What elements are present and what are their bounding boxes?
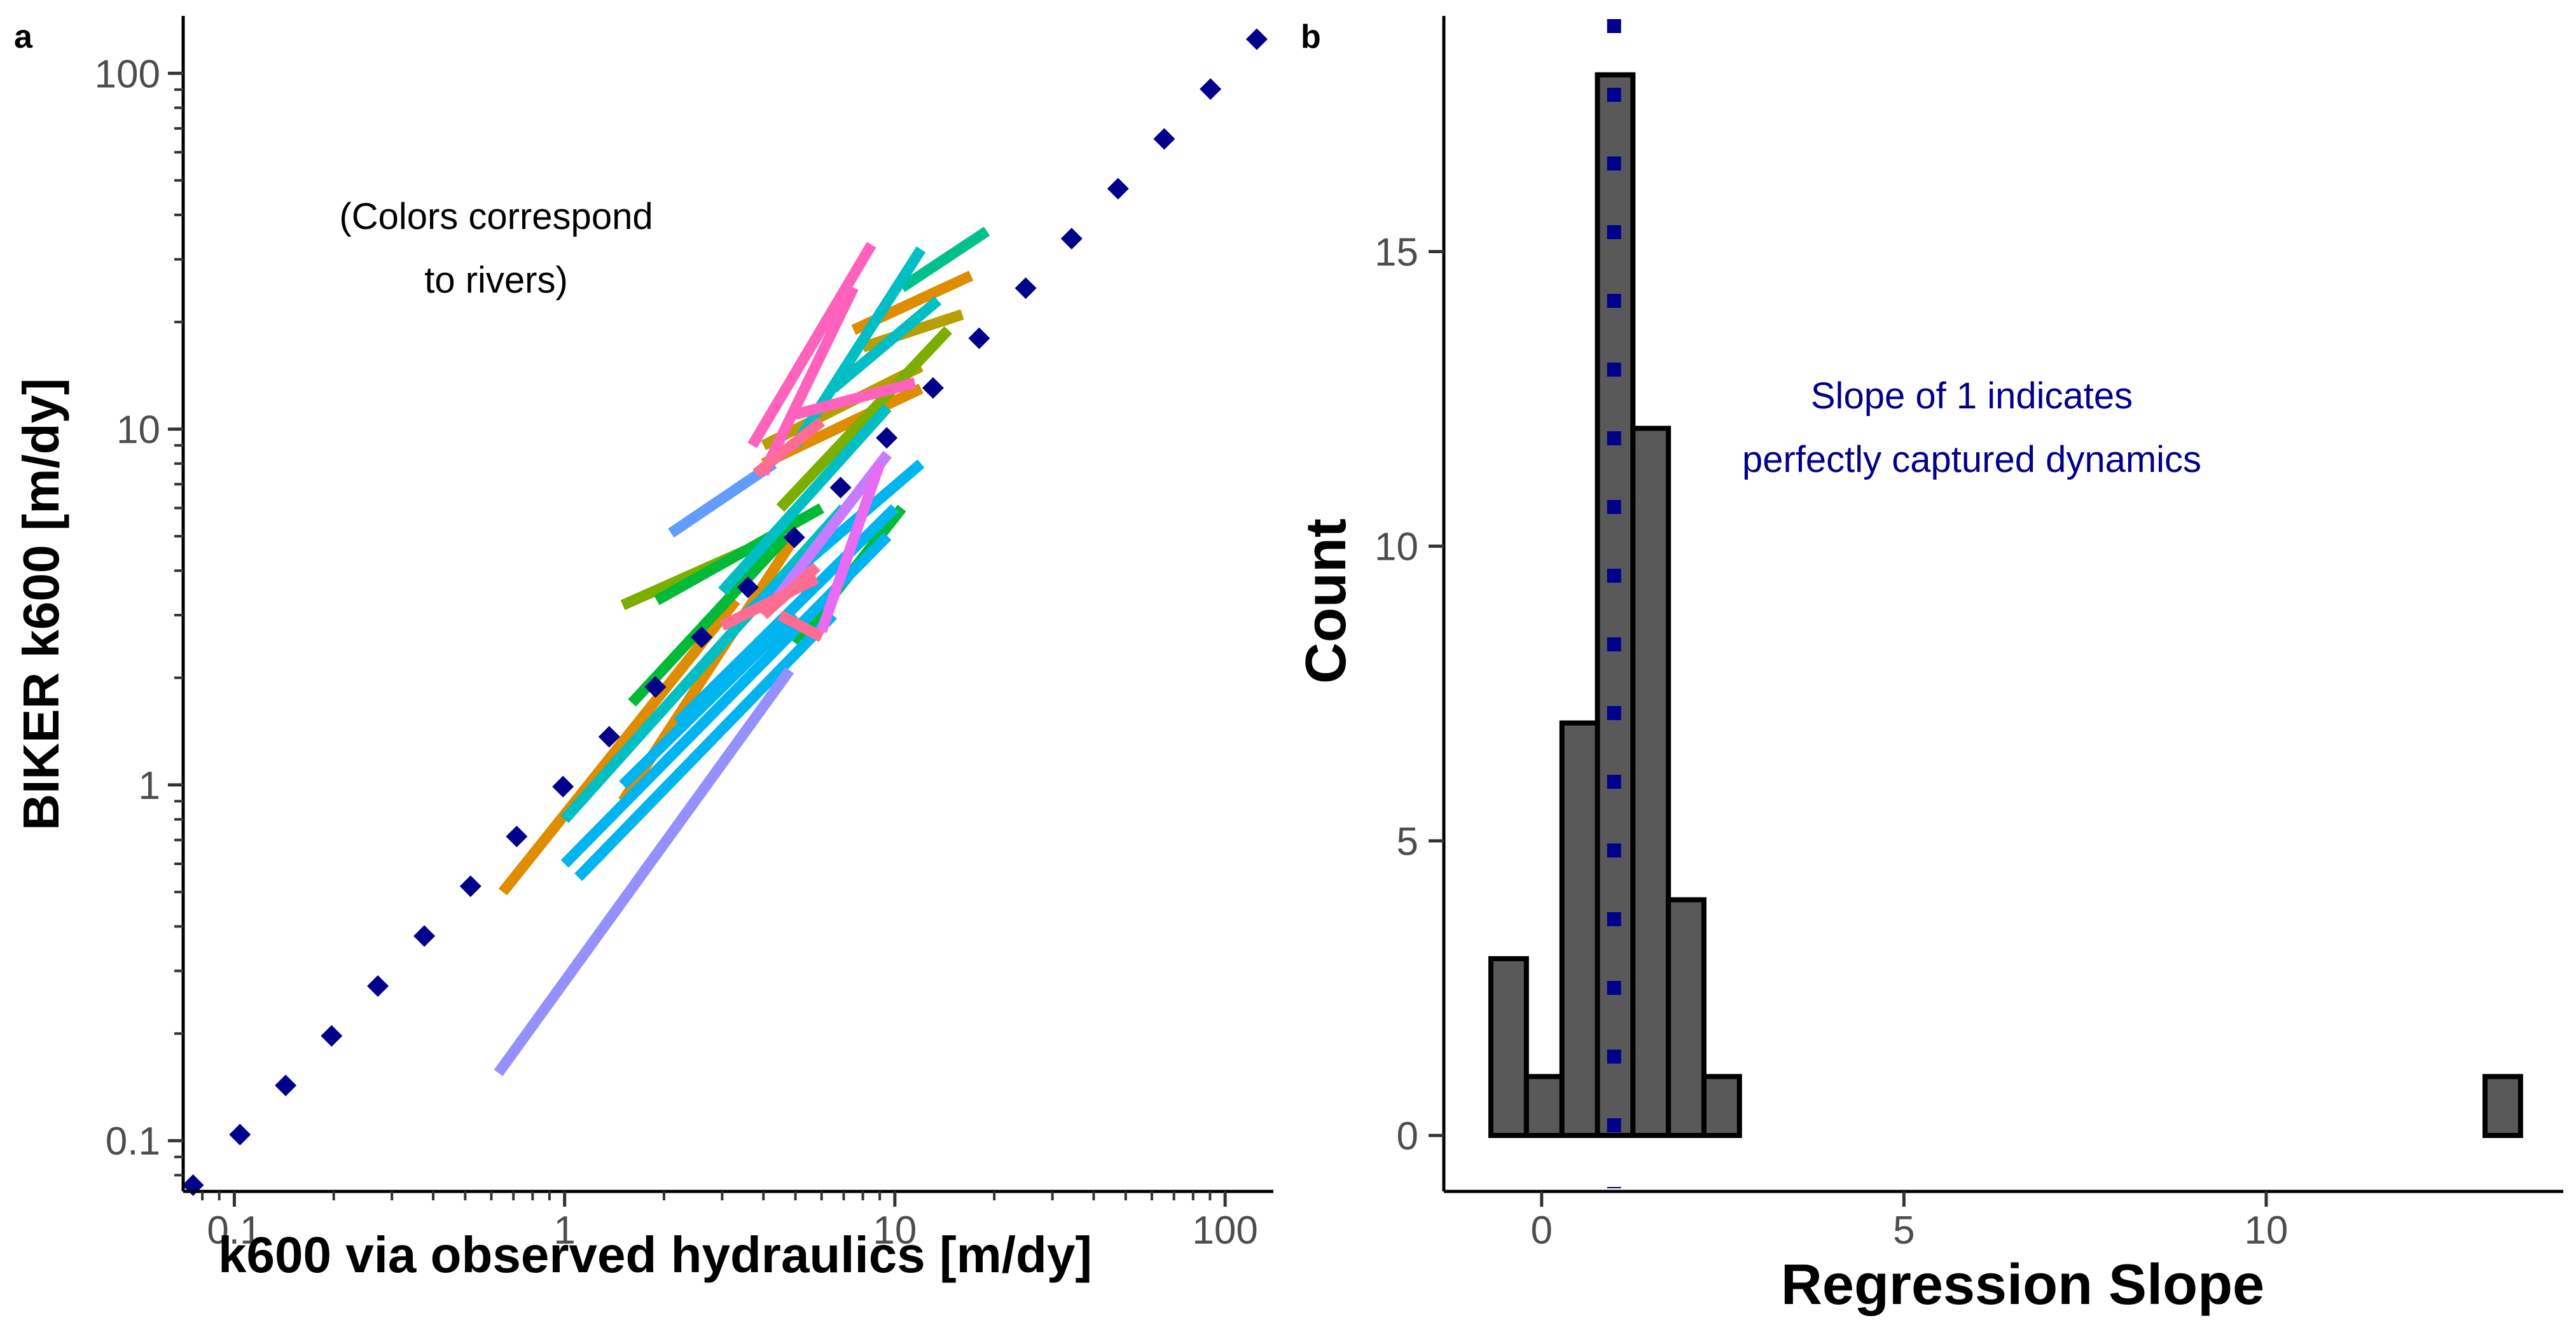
reference-diamond-19 [1014, 277, 1037, 299]
y-tick-label: 1 [139, 764, 160, 808]
histogram-bar-6 [1666, 897, 1707, 1138]
reference-diamond-2 [229, 1123, 251, 1146]
series-line-31 [777, 610, 824, 642]
histogram-bar-29 [2483, 1074, 2523, 1139]
reference-diamond-18 [968, 327, 990, 349]
panel-b-y-axis-title: Count [1294, 518, 1358, 684]
panel-b: b 0 5 10 0 5 10 15 Slope of 1 indicates perfect… [1294, 16, 2563, 1317]
x-tick-label: 1 [553, 1209, 575, 1252]
y-tick-label: 0.1 [106, 1120, 160, 1163]
series-line-25 [816, 462, 885, 634]
reference-diamond-11 [644, 676, 667, 698]
reference-diamond-9 [552, 775, 574, 798]
reference-diamond-17 [922, 377, 944, 399]
x-tick-label: 10 [2244, 1209, 2288, 1252]
histogram-bar-7 [1701, 1074, 1742, 1139]
series-line-28 [794, 377, 917, 420]
series-line-6 [861, 309, 964, 352]
histogram-bar-3 [1559, 720, 1600, 1138]
series-line-29 [752, 417, 825, 478]
x-tick-label: 5 [1893, 1209, 1915, 1252]
series-line-18 [574, 611, 837, 882]
panel-a-label: a [14, 18, 33, 55]
y-tick-label: 10 [1375, 525, 1418, 569]
panel-a-reference-diamonds [182, 28, 1268, 1197]
reference-diamond-23 [1200, 78, 1222, 101]
series-line-21 [619, 611, 800, 789]
reference-diamond-21 [1107, 177, 1129, 200]
series-line-7 [776, 326, 952, 512]
series-line-13 [560, 504, 848, 823]
reference-diamond-5 [367, 975, 389, 997]
y-tick-label: 15 [1375, 231, 1418, 275]
x-tick-label: 0 [1531, 1209, 1553, 1252]
panel-a-axes: 0.1 1 10 100 0.1 1 10 100 [95, 16, 1273, 1252]
x-tick-label: 0.1 [207, 1209, 261, 1252]
histogram-bar-4 [1595, 72, 1636, 1139]
reference-diamond-12 [691, 626, 713, 648]
x-tick-label: 100 [1192, 1209, 1257, 1252]
series-line-27 [758, 285, 859, 476]
series-line-32 [719, 573, 819, 631]
y-tick-label: 5 [1397, 820, 1418, 864]
series-line-26 [747, 242, 876, 448]
series-line-9 [628, 532, 791, 707]
panel-a-x-axis-title: k600 via observed hydraulics [m/dy] [218, 1226, 1092, 1283]
x-tick-label: 10 [873, 1209, 917, 1252]
panel-a: a 0.1 1 10 100 0.1 1 10 100 (Colors correspond t… [13, 16, 1273, 1283]
reference-diamond-15 [829, 476, 852, 499]
panel-b-axes: 0 5 10 0 5 10 15 [1375, 16, 2563, 1252]
reference-diamond-13 [737, 576, 759, 599]
panel-a-series-group [494, 226, 990, 1076]
series-line-12 [899, 226, 990, 293]
reference-diamond-8 [506, 826, 528, 848]
reference-diamond-20 [1060, 228, 1083, 250]
reference-diamond-10 [598, 726, 620, 748]
panel-b-histogram-bars [1488, 72, 2523, 1139]
reference-diamond-3 [275, 1074, 297, 1097]
reference-diamond-22 [1153, 128, 1175, 150]
y-tick-label: 10 [116, 408, 160, 452]
histogram-bar-2 [1523, 1074, 1565, 1139]
reference-diamond-24 [1245, 28, 1268, 50]
series-line-20 [740, 459, 925, 620]
series-line-15 [718, 403, 892, 595]
series-line-23 [494, 667, 794, 1076]
reference-diamond-6 [413, 925, 436, 947]
panel-b-annotation: Slope of 1 indicates perfectly captured d… [1742, 375, 2201, 480]
y-tick-label: 100 [95, 52, 160, 96]
reference-diamond-16 [876, 427, 898, 449]
panel-b-x-axis-title: Regression Slope [1781, 1253, 2264, 1317]
series-line-22 [668, 459, 777, 538]
series-line-1 [498, 597, 740, 896]
series-line-16 [829, 296, 942, 393]
panel-a-annotation: (Colors correspond to rivers) [339, 196, 653, 301]
reference-diamond-4 [321, 1025, 343, 1047]
reference-diamond-7 [459, 875, 481, 898]
y-tick-label: 0 [1397, 1114, 1418, 1158]
histogram-bar-1 [1488, 956, 1529, 1138]
panel-b-label: b [1301, 18, 1321, 55]
histogram-bar-5 [1630, 426, 1672, 1138]
panel-a-y-axis-title: BIKER k600 [m/dy] [13, 378, 69, 830]
series-line-10 [654, 503, 824, 606]
reference-diamond-14 [783, 526, 805, 548]
series-line-24 [759, 450, 892, 619]
